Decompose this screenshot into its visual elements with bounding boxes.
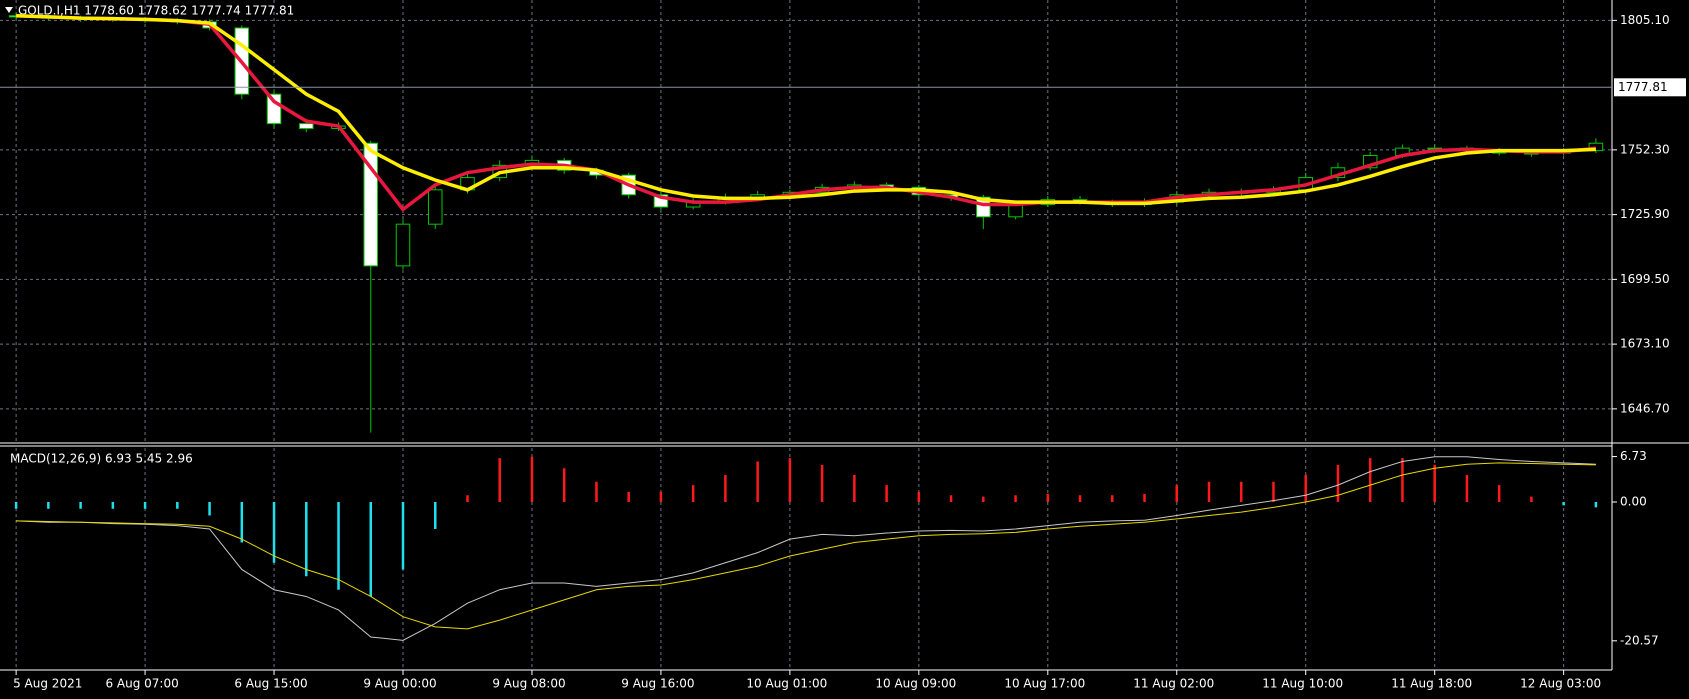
candle-body	[1008, 204, 1023, 218]
x-tick-label: 6 Aug 15:00	[234, 677, 307, 691]
last-price-label: 1777.81	[1618, 80, 1668, 94]
y-tick-label: 1805.10	[1620, 13, 1670, 27]
x-tick-label: 11 Aug 18:00	[1391, 677, 1472, 691]
y-tick-label: 6.73	[1620, 449, 1647, 463]
y-tick-label: 1646.70	[1620, 401, 1670, 415]
x-tick-label: 10 Aug 17:00	[1004, 677, 1085, 691]
y-tick-label: 1725.90	[1620, 207, 1670, 221]
x-tick-label: 9 Aug 16:00	[621, 677, 694, 691]
menu-triangle	[5, 7, 13, 13]
x-tick-label: 9 Aug 08:00	[492, 677, 565, 691]
y-tick-label: 1699.50	[1620, 272, 1670, 286]
x-tick-label: 10 Aug 09:00	[875, 677, 956, 691]
candle-body	[266, 93, 282, 125]
last-price-box	[1614, 78, 1686, 97]
x-tick-label: 11 Aug 10:00	[1262, 677, 1343, 691]
y-tick-label: 0.00	[1620, 494, 1647, 508]
y-tick-label: 1673.10	[1620, 337, 1670, 351]
x-tick-label: 10 Aug 01:00	[746, 677, 827, 691]
indicator-title: MACD(12,26,9) 6.93 5.45 2.96	[10, 452, 193, 466]
moving-average	[16, 13, 1597, 212]
x-tick-label: 11 Aug 02:00	[1133, 677, 1214, 691]
x-tick-label: 6 Aug 07:00	[105, 677, 178, 691]
x-tick-label: 9 Aug 00:00	[363, 677, 436, 691]
x-tick-label: 5 Aug 2021	[13, 677, 82, 691]
macd-line	[16, 462, 1596, 630]
moving-average	[16, 13, 1596, 206]
y-tick-label: 1752.30	[1620, 142, 1670, 156]
candle-body	[427, 189, 443, 225]
candle-body	[395, 223, 411, 267]
chart-title: GOLD.I,H1 1778.60 1778.62 1777.74 1777.8…	[18, 4, 294, 18]
candle-body	[299, 123, 314, 130]
macd-line	[16, 456, 1596, 641]
y-tick-label: -20.57	[1620, 633, 1659, 647]
x-tick-label: 12 Aug 03:00	[1520, 677, 1601, 691]
